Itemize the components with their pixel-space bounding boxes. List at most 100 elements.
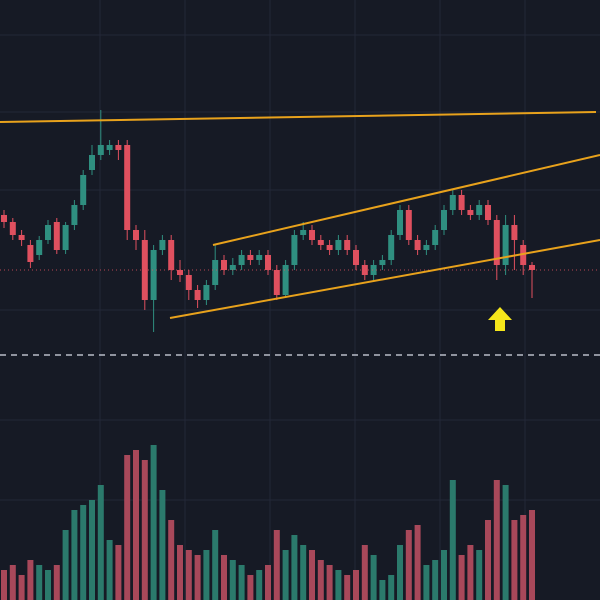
volume-bar [159, 490, 166, 600]
candle-body [388, 235, 395, 260]
candle-body [300, 230, 307, 235]
arrow [488, 307, 512, 331]
volume-bar [476, 550, 483, 600]
candle-body [97, 145, 104, 155]
volume-bar [53, 565, 60, 600]
candle-body [379, 260, 386, 265]
volume-bar [485, 520, 491, 600]
volume-bar [9, 565, 16, 600]
candle-body [309, 230, 315, 240]
candle-body [194, 290, 201, 300]
volume-bar [344, 575, 351, 600]
volume-bar [353, 570, 359, 600]
volume-bar [194, 555, 201, 600]
volume-bar [18, 575, 25, 600]
volume-bar [493, 480, 500, 600]
candle-body [124, 145, 131, 230]
candle-body [441, 210, 447, 230]
candle-body [467, 210, 474, 215]
volume-bar [300, 545, 307, 600]
candle-body [27, 245, 34, 262]
candle-body [71, 205, 78, 225]
candle-body [221, 260, 227, 270]
candle-body [493, 220, 500, 265]
candle-body [335, 240, 342, 250]
candle-body [45, 225, 51, 240]
candle-body [212, 260, 219, 285]
candle-body [185, 275, 192, 290]
volume-bar [221, 555, 227, 600]
volume-bar [414, 525, 421, 600]
volume-bar [203, 550, 210, 600]
volume-bar [467, 545, 474, 600]
candle-body [502, 225, 509, 265]
volume-bar [309, 550, 315, 600]
volume-bar [405, 530, 412, 600]
volume-bar [317, 560, 324, 600]
volume-bar [282, 550, 289, 600]
candle-body [238, 255, 245, 265]
volume-bar [80, 505, 87, 600]
candle-body [423, 245, 430, 250]
candle-body [265, 255, 271, 270]
candle-body [89, 155, 95, 170]
volume-bar [247, 575, 254, 600]
volume-bar [97, 485, 104, 600]
candle-body [432, 230, 439, 245]
candle-body [133, 230, 139, 240]
candle-body [326, 245, 333, 250]
candle-body [115, 145, 122, 150]
candle-body [485, 205, 491, 220]
candle-body [1, 215, 7, 222]
candle-body [273, 270, 280, 295]
volume-bar [379, 580, 386, 600]
volume-bar [36, 565, 43, 600]
volume-bar [150, 445, 157, 600]
volume-bar [45, 570, 51, 600]
candle-body [476, 205, 483, 215]
volume-bar [133, 450, 139, 600]
candle-body [529, 265, 535, 270]
candle-body [458, 195, 465, 210]
volume-bar [177, 545, 183, 600]
volume-bar [511, 520, 518, 600]
volume-bar [273, 530, 280, 600]
volume-bar [168, 520, 175, 600]
volume-bar [291, 535, 298, 600]
volume-bar [520, 515, 527, 600]
volume-bar [238, 565, 245, 600]
volume-bar [229, 560, 236, 600]
candle-body [168, 240, 175, 270]
candle-body [9, 222, 16, 235]
volume-bar [1, 570, 7, 600]
volume-bar [115, 545, 122, 600]
volume-bar [265, 565, 271, 600]
candle-body [203, 285, 210, 300]
candle-body [256, 255, 263, 260]
candle-body [36, 240, 43, 255]
volume-bar [71, 510, 78, 600]
volume-bar [432, 560, 439, 600]
candle-body [405, 210, 412, 240]
candle-body [449, 195, 456, 210]
drawings [0, 111, 600, 331]
volume-bar [326, 565, 333, 600]
candle-body [80, 175, 87, 205]
volume-bar [256, 570, 263, 600]
volume-bar [441, 550, 447, 600]
volume-bar [141, 460, 148, 600]
channel-lower [169, 239, 600, 319]
candle-body [353, 250, 359, 265]
volume-bar [27, 560, 34, 600]
candle-body [370, 265, 377, 275]
volume-bar [335, 570, 342, 600]
volume-bar [458, 555, 465, 600]
volume-bar [124, 455, 131, 600]
candle-body [247, 255, 254, 260]
candle-body [344, 240, 351, 250]
candle-body [291, 235, 298, 265]
candle-body [150, 250, 157, 300]
volume-bar [397, 545, 403, 600]
candle-body [106, 145, 113, 150]
